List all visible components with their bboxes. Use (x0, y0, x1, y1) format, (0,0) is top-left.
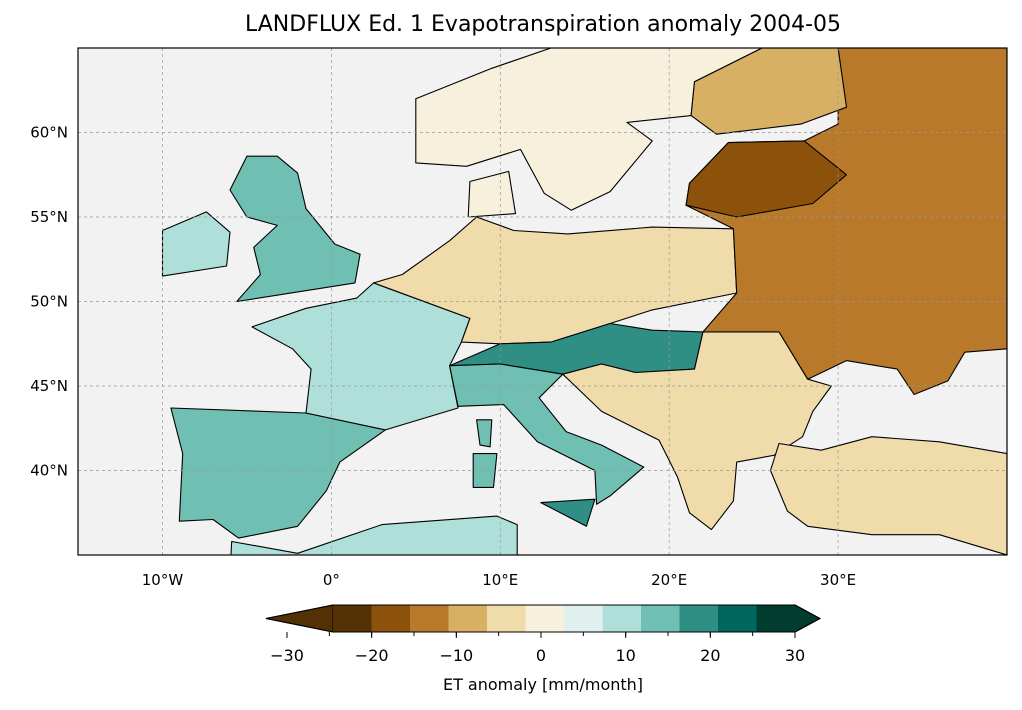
land-region-denmark (467, 170, 517, 218)
colorbar-tick-label: −30 (270, 646, 304, 665)
colorbar-bin (410, 605, 449, 632)
land-region-turkey (769, 436, 1007, 555)
land-region-baltics (685, 140, 848, 218)
lon-tick-label: 10°E (482, 571, 518, 589)
colorbar-tick-label: −10 (439, 646, 473, 665)
colorbar-bin (756, 605, 796, 632)
colorbar-bin (641, 605, 680, 632)
map-frame (77, 47, 1008, 556)
land-layer (78, 48, 1007, 555)
colorbar-tick-label: 30 (785, 646, 805, 665)
lat-tick-label: 55°N (30, 208, 68, 226)
colorbar-bin (487, 605, 526, 632)
land-region-sicily (540, 498, 596, 527)
lat-tick-label: 50°N (30, 293, 68, 311)
colorbar-extend-under (265, 604, 334, 633)
colorbar-bin (333, 605, 372, 632)
lat-tick-label: 45°N (30, 377, 68, 395)
land-region-corsica (476, 419, 493, 448)
colorbar-bin (371, 605, 411, 632)
colorbar-tick-label: 20 (700, 646, 720, 665)
lon-tick-label: 20°E (651, 571, 687, 589)
land-region-north-africa (230, 515, 518, 555)
colorbar-bin (525, 605, 565, 632)
colorbar-bin (679, 605, 719, 632)
colorbar-bin (448, 605, 488, 632)
colorbar-label: ET anomaly [mm/month] (442, 675, 644, 694)
land-region-balkans (562, 331, 832, 531)
land-region-italy (449, 363, 645, 505)
colorbar-tick-label: 10 (615, 646, 635, 665)
lon-tick-label: 30°E (820, 571, 856, 589)
lat-tick-label: 60°N (30, 124, 68, 142)
colorbar-bin (718, 605, 757, 632)
land-region-ireland (161, 211, 231, 277)
lat-tick-label: 40°N (30, 462, 68, 480)
colorbar-tick-label: −20 (355, 646, 389, 665)
land-region-finland (690, 48, 848, 135)
colorbar-outline (265, 604, 822, 633)
land-region-britain (229, 155, 361, 303)
map-title: LANDFLUX Ed. 1 Evapotranspiration anomal… (245, 12, 841, 37)
colorbar-bin (602, 605, 642, 632)
lon-tick-label: 10°W (142, 571, 184, 589)
land-region-sardinia (472, 453, 498, 488)
lon-tick-label: 0° (323, 571, 340, 589)
land-region-scandinavia (415, 48, 763, 211)
colorbar-tick-label: 0 (536, 646, 546, 665)
colorbar-extend-over (794, 604, 822, 633)
colorbar-bin (564, 605, 603, 632)
